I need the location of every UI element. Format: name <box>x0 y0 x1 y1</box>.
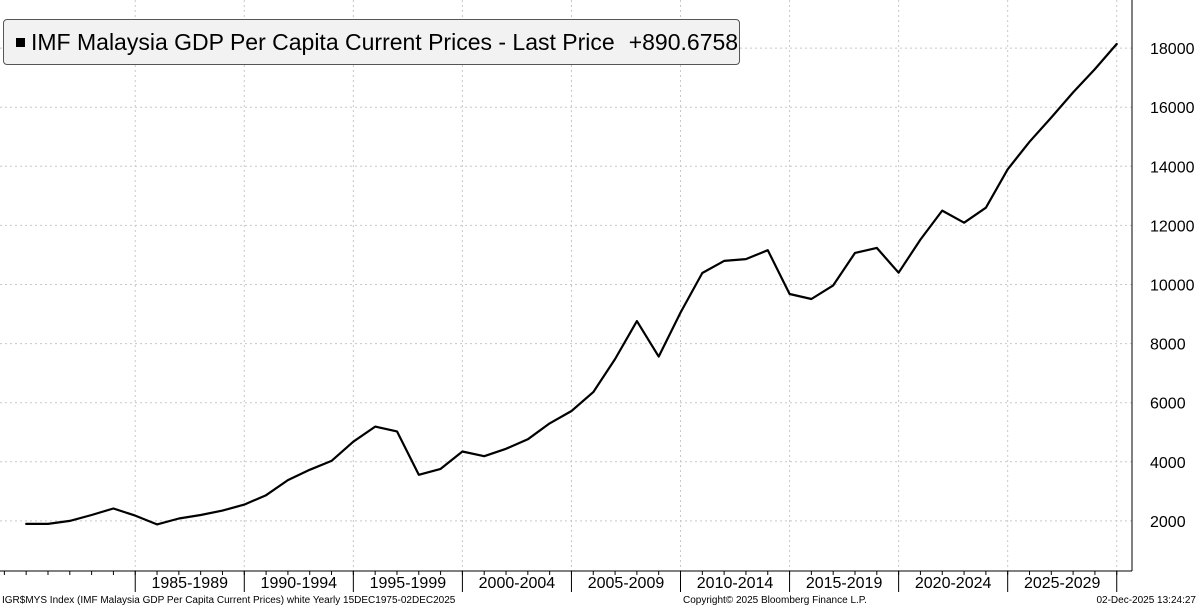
y-tick-label: 6000 <box>1150 396 1186 413</box>
x-tick-label: 2005-2009 <box>588 575 665 592</box>
y-tick-label: 8000 <box>1150 337 1186 354</box>
y-axis: 2000 4000 6000 8000 10000 12000 14000 16000 1800… <box>1150 41 1195 531</box>
grid <box>0 0 1132 571</box>
footer-timestamp: 02-Dec-2025 13:24:27 <box>1096 594 1196 608</box>
footer-copyright: Copyright© 2025 Bloomberg Finance L.P. <box>683 594 867 608</box>
x-tick-label: 2020-2024 <box>915 575 992 592</box>
x-tick-label: 2015-2019 <box>806 575 883 592</box>
x-tick-label: 2025-2029 <box>1024 575 1101 592</box>
x-tick-label: 1995-1999 <box>370 575 447 592</box>
x-tick-label: 2000-2004 <box>479 575 556 592</box>
legend: IMF Malaysia GDP Per Capita Current Pric… <box>3 19 740 65</box>
x-axis: 1985-1989 1990-1994 1995-1999 2000-2004 2005… <box>151 575 1100 592</box>
y-tick-label: 2000 <box>1150 514 1186 531</box>
x-tick-label: 1990-1994 <box>261 575 338 592</box>
y-tick-label: 10000 <box>1150 278 1195 295</box>
x-tick-label: 2010-2014 <box>697 575 774 592</box>
axes <box>0 0 1132 592</box>
y-tick-label: 12000 <box>1150 218 1195 235</box>
legend-label: IMF Malaysia GDP Per Capita Current Pric… <box>31 29 615 56</box>
x-tick-label: 1985-1989 <box>151 575 228 592</box>
y-tick-label: 16000 <box>1150 100 1195 117</box>
footer-ticker-info: IGR$MYS Index (IMF Malaysia GDP Per Capi… <box>2 594 455 608</box>
y-tick-label: 4000 <box>1150 455 1186 472</box>
legend-last-price: +890.6758 <box>629 29 738 56</box>
legend-swatch <box>16 38 25 47</box>
y-tick-label: 14000 <box>1150 159 1195 176</box>
y-tick-label: 18000 <box>1150 41 1195 58</box>
